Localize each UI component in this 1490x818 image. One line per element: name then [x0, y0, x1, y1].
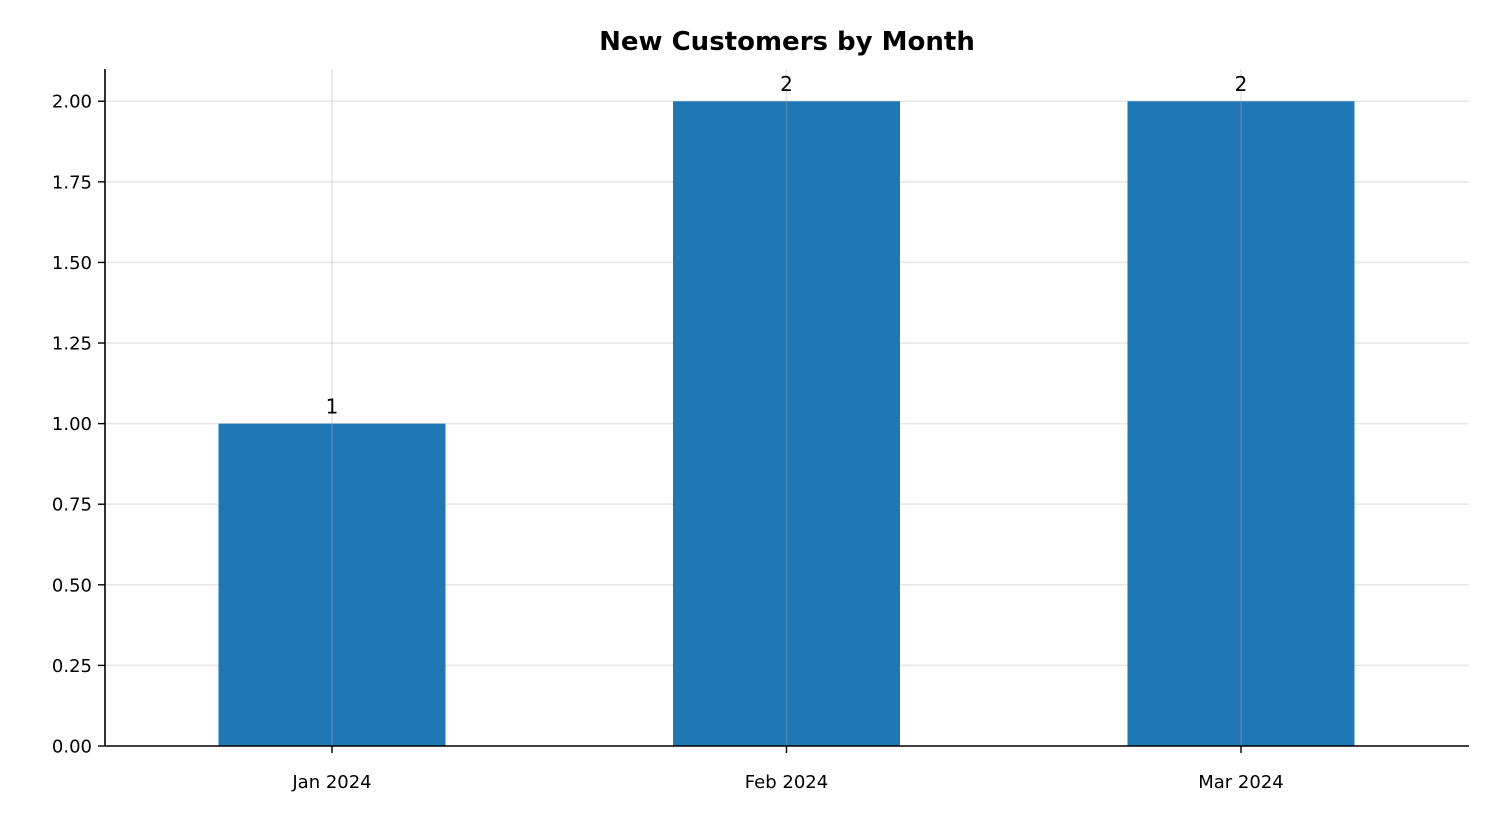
axes-layer — [98, 69, 1469, 753]
data-label: 2 — [780, 72, 793, 96]
data-label: 2 — [1235, 72, 1248, 96]
bar-jan-2024 — [218, 423, 446, 746]
bars-layer — [218, 101, 1355, 746]
y-tick-label: 2.00 — [52, 92, 92, 113]
x-tick-label: Jan 2024 — [291, 772, 371, 793]
bar-mar-2024 — [1127, 101, 1355, 746]
labels-layer: 0.00 0.25 0.50 0.75 1.00 1.25 1.50 1.75 2.00 Jan … — [52, 72, 1284, 793]
y-tick-label: 1.75 — [52, 172, 92, 193]
chart-title: New Customers by Month — [599, 27, 975, 57]
y-tick-label: 1.25 — [52, 334, 92, 355]
x-tick-label: Feb 2024 — [745, 772, 828, 793]
bar-feb-2024 — [673, 101, 900, 746]
x-tick-label: Mar 2024 — [1198, 772, 1284, 793]
y-tick-label: 1.50 — [52, 253, 92, 274]
y-tick-label: 0.25 — [52, 656, 92, 677]
y-tick-label: 1.00 — [52, 414, 92, 435]
y-tick-label: 0.75 — [52, 495, 92, 516]
data-label: 1 — [326, 395, 339, 419]
vertical-grid-layer — [331, 69, 1242, 746]
y-tick-label: 0.50 — [52, 575, 92, 596]
y-tick-label: 0.00 — [52, 737, 92, 758]
